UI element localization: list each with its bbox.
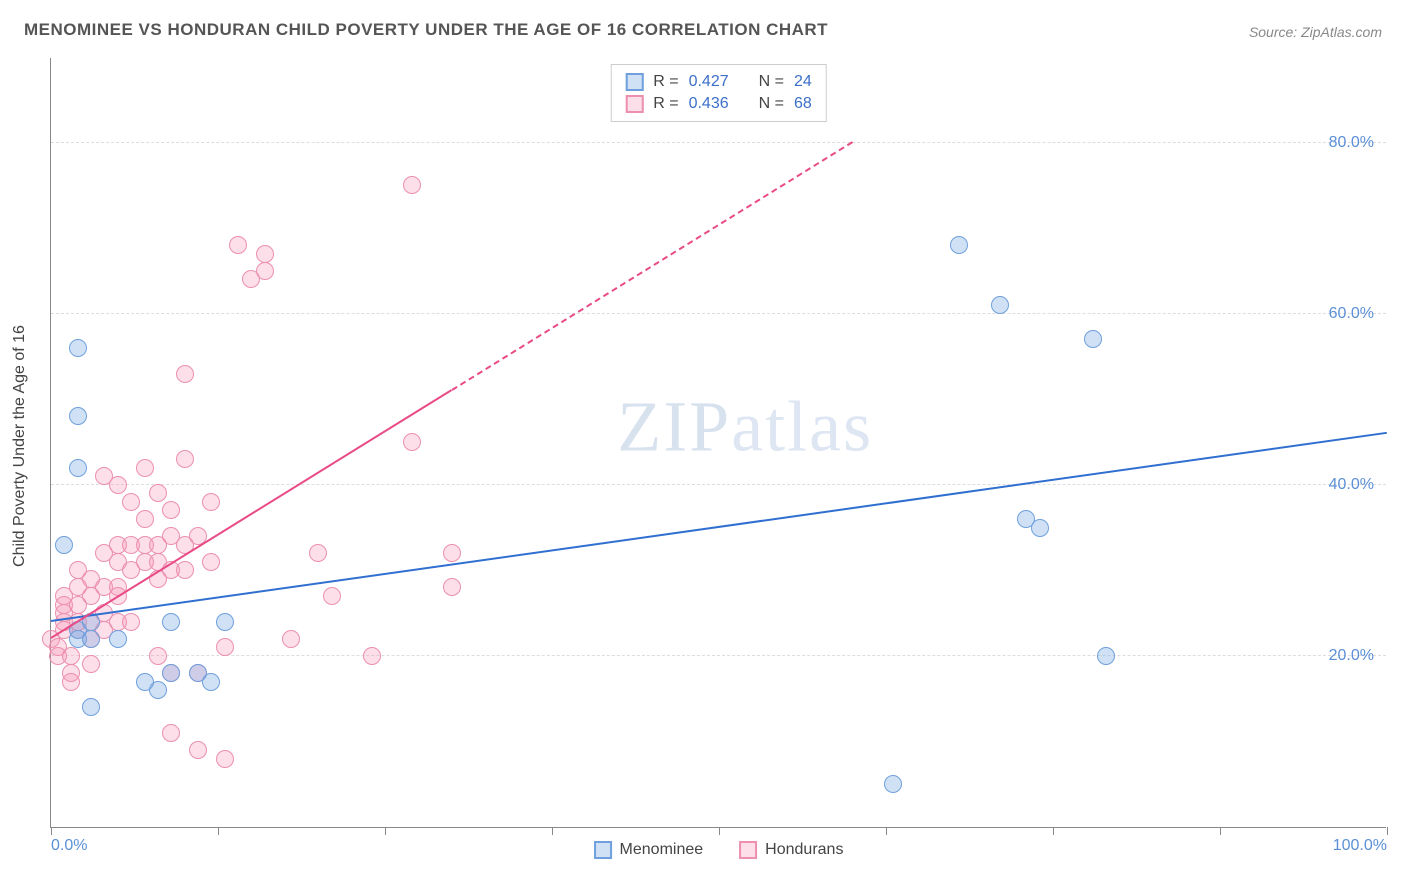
honduran-point	[189, 741, 207, 759]
legend-label: Menominee	[620, 841, 704, 859]
stat-n-value: 24	[794, 73, 812, 91]
source-label: Source: ZipAtlas.com	[1249, 24, 1382, 40]
honduran-point	[136, 510, 154, 528]
honduran-point	[363, 647, 381, 665]
honduran-point	[282, 630, 300, 648]
honduran-point	[256, 262, 274, 280]
honduran-point	[256, 245, 274, 263]
honduran-point	[216, 638, 234, 656]
menominee-point	[109, 630, 127, 648]
legend-item: Menominee	[594, 841, 704, 859]
legend-label: Hondurans	[765, 841, 843, 859]
honduran-point	[149, 484, 167, 502]
stats-row: R = 0.436 N = 68	[625, 93, 812, 115]
menominee-point	[69, 459, 87, 477]
y-tick-label: 20.0%	[1329, 647, 1374, 665]
menominee-point	[884, 775, 902, 793]
x-tick	[51, 827, 52, 835]
honduran-point	[202, 553, 220, 571]
menominee-point	[69, 407, 87, 425]
chart-container: MENOMINEE VS HONDURAN CHILD POVERTY UNDE…	[0, 0, 1406, 892]
y-axis-label: Child Poverty Under the Age of 16	[11, 325, 29, 567]
honduran-point	[109, 476, 127, 494]
menominee-point	[82, 698, 100, 716]
watermark: ZIPatlas	[617, 386, 873, 469]
honduran-point	[443, 578, 461, 596]
gridline-horizontal	[51, 313, 1386, 314]
honduran-point	[149, 647, 167, 665]
gridline-horizontal	[51, 484, 1386, 485]
menominee-point	[82, 630, 100, 648]
honduran-point	[403, 433, 421, 451]
menominee-point	[149, 681, 167, 699]
honduran-point	[162, 724, 180, 742]
stat-r-label: R =	[653, 95, 678, 113]
honduran-point	[162, 501, 180, 519]
honduran-point	[82, 655, 100, 673]
honduran-point	[122, 493, 140, 511]
menominee-point	[950, 236, 968, 254]
x-tick	[719, 827, 720, 835]
x-tick	[1387, 827, 1388, 835]
chart-title: MENOMINEE VS HONDURAN CHILD POVERTY UNDE…	[24, 20, 828, 40]
x-tick-label: 100.0%	[1333, 837, 1387, 855]
honduran-point	[202, 493, 220, 511]
stat-r-value: 0.427	[689, 73, 729, 91]
stat-n-label: N =	[759, 95, 784, 113]
menominee-point	[162, 664, 180, 682]
legend-swatch	[594, 841, 612, 859]
legend-swatch	[739, 841, 757, 859]
gridline-horizontal	[51, 655, 1386, 656]
watermark-thin: atlas	[731, 387, 873, 467]
watermark-bold: ZIP	[617, 387, 731, 467]
x-tick	[385, 827, 386, 835]
y-tick-label: 40.0%	[1329, 476, 1374, 494]
menominee-point	[1097, 647, 1115, 665]
x-tick	[1220, 827, 1221, 835]
menominee-point	[1084, 330, 1102, 348]
plot-area: ZIPatlas R =0.427N =24R =0.436N =68 Meno…	[50, 58, 1386, 828]
honduran-point	[136, 459, 154, 477]
honduran-point	[403, 176, 421, 194]
legend: Menominee Hondurans	[594, 841, 844, 859]
honduran-point	[323, 587, 341, 605]
series-swatch	[625, 95, 643, 113]
y-tick-label: 60.0%	[1329, 305, 1374, 323]
honduran-point	[122, 613, 140, 631]
x-tick-label: 0.0%	[51, 837, 87, 855]
x-tick	[218, 827, 219, 835]
gridline-horizontal	[51, 142, 1386, 143]
honduran-point	[176, 365, 194, 383]
stats-box: R = 0.427 N = 24 R = 0.436 N = 68	[610, 64, 827, 122]
menominee-point	[991, 296, 1009, 314]
honduran-point	[62, 647, 80, 665]
legend-item: Hondurans	[739, 841, 843, 859]
series-swatch	[625, 73, 643, 91]
menominee-point	[69, 339, 87, 357]
honduran-point	[176, 561, 194, 579]
menominee-point	[216, 613, 234, 631]
honduran-point	[443, 544, 461, 562]
regression-line	[50, 389, 452, 639]
honduran-point	[309, 544, 327, 562]
honduran-point	[216, 750, 234, 768]
honduran-point	[62, 673, 80, 691]
x-tick	[1053, 827, 1054, 835]
honduran-point	[229, 236, 247, 254]
stats-row: R = 0.427 N = 24	[625, 71, 812, 93]
regression-line	[51, 431, 1387, 621]
regression-line	[451, 141, 853, 391]
stat-r-label: R =	[653, 73, 678, 91]
menominee-point	[162, 613, 180, 631]
menominee-point	[1031, 519, 1049, 537]
y-tick-label: 80.0%	[1329, 134, 1374, 152]
x-tick	[886, 827, 887, 835]
stat-r-value: 0.436	[689, 95, 729, 113]
x-tick	[552, 827, 553, 835]
honduran-point	[176, 450, 194, 468]
menominee-point	[55, 536, 73, 554]
stat-n-label: N =	[759, 73, 784, 91]
menominee-point	[202, 673, 220, 691]
stat-n-value: 68	[794, 95, 812, 113]
